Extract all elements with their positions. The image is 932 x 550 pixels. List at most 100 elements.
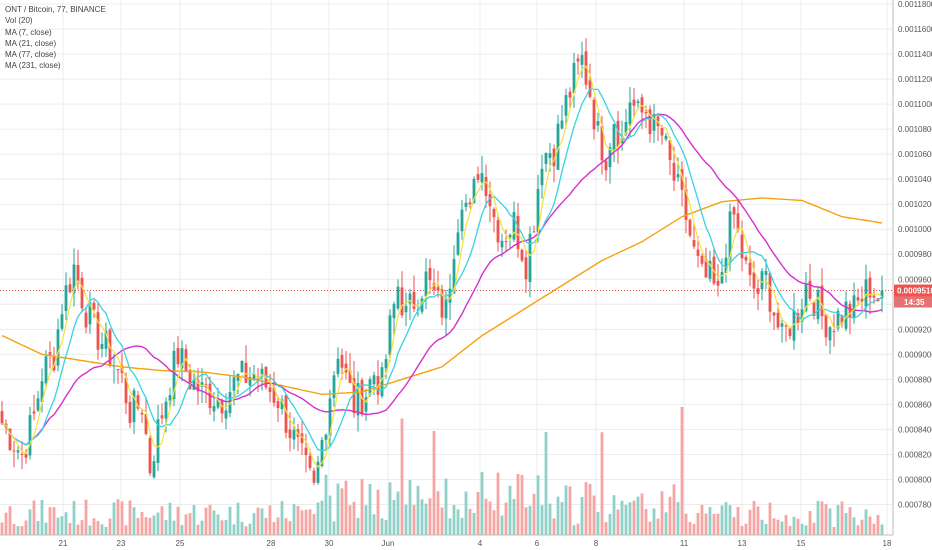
candle-body xyxy=(216,398,220,408)
volume-bar xyxy=(720,505,724,535)
volume-bar xyxy=(776,519,780,535)
candle-body xyxy=(744,256,748,261)
candle-body xyxy=(84,312,88,328)
volume-bar xyxy=(0,522,4,535)
candle-body xyxy=(324,434,328,440)
time-tick-label: 25 xyxy=(176,539,185,548)
candle-body xyxy=(272,387,276,403)
candle-body xyxy=(736,213,740,230)
volume-bar xyxy=(96,520,100,535)
volume-bar xyxy=(420,499,424,535)
volume-bar xyxy=(552,518,556,535)
candle-body xyxy=(32,411,36,414)
volume-bar xyxy=(340,488,344,535)
volume-bar xyxy=(772,518,776,535)
candle-body xyxy=(544,152,548,164)
candle-body xyxy=(56,329,60,366)
legend-vol[interactable]: Vol (20) xyxy=(5,16,33,26)
volume-bar xyxy=(468,508,472,535)
candle-body xyxy=(188,369,192,390)
volume-bar xyxy=(572,525,576,535)
volume-bar xyxy=(856,525,860,535)
ma77-line xyxy=(1,113,883,446)
volume-bar xyxy=(312,514,316,535)
candle-body xyxy=(228,392,232,414)
volume-bar xyxy=(260,508,264,535)
candle-body xyxy=(200,382,204,387)
candle-body xyxy=(652,114,656,131)
time-tick-label: 4 xyxy=(478,539,483,548)
candle-body xyxy=(820,285,824,317)
candle-body xyxy=(748,262,752,275)
volume-bar xyxy=(432,431,436,535)
symbol-title[interactable]: ONT / Bitcoin, 77, BINANCE xyxy=(5,5,106,14)
volume-bar xyxy=(476,491,480,535)
candle-body xyxy=(592,99,596,130)
candle-body xyxy=(528,233,532,282)
candle-body xyxy=(788,327,792,337)
candle-body xyxy=(268,387,272,393)
volume-bar xyxy=(808,511,812,535)
volume-bar xyxy=(144,517,148,535)
time-tick-label: 13 xyxy=(738,539,747,548)
candle-body xyxy=(784,325,788,327)
volume-bar xyxy=(672,484,676,535)
legend-ma21[interactable]: MA (21, close) xyxy=(5,38,57,48)
volume-bar xyxy=(584,482,588,535)
candle-body xyxy=(604,160,608,171)
volume-bar xyxy=(116,499,120,535)
volume-bar xyxy=(332,521,336,535)
last-price-value: 0.0009510 xyxy=(897,287,932,296)
volume-bar xyxy=(80,520,84,535)
volume-bar xyxy=(692,523,696,535)
candle-body xyxy=(212,405,216,412)
candle-body xyxy=(300,433,304,444)
candle-body xyxy=(596,121,600,126)
volume-bar xyxy=(596,512,600,535)
candle-body xyxy=(584,51,588,85)
candle-body xyxy=(696,249,700,256)
price-tick-label: 0.0011200 xyxy=(898,75,932,84)
candle-body xyxy=(424,271,428,297)
volume-bar xyxy=(460,517,464,535)
candle-body xyxy=(72,264,76,294)
candle-body xyxy=(368,379,372,395)
candle-body xyxy=(388,315,392,355)
volume-bar xyxy=(140,512,144,535)
candle-body xyxy=(556,123,560,170)
candle-body xyxy=(808,280,812,299)
candle-body xyxy=(380,367,384,397)
legend-ma231[interactable]: MA (231, close) xyxy=(5,61,61,71)
candle-body xyxy=(172,350,176,400)
candle-body xyxy=(620,137,624,143)
volume-bar xyxy=(208,504,212,535)
legend-ma77[interactable]: MA (77, close) xyxy=(5,50,57,60)
candle-body xyxy=(164,401,168,419)
candle-body xyxy=(184,349,188,373)
candle-body xyxy=(180,348,184,369)
candle-body xyxy=(564,95,568,116)
volume-bar xyxy=(600,432,604,535)
candle-body xyxy=(372,375,376,385)
volume-bar xyxy=(84,499,88,535)
candle-body xyxy=(560,120,564,129)
legend-ma7[interactable]: MA (7, close) xyxy=(5,27,52,37)
candle-body xyxy=(280,399,284,410)
volume-bar xyxy=(160,506,164,535)
volume-bar xyxy=(216,514,220,535)
volume-bar xyxy=(700,504,704,535)
candle-body xyxy=(288,429,292,439)
candle-body xyxy=(776,312,780,328)
candle-body xyxy=(36,398,40,411)
candle-body xyxy=(396,286,400,309)
candle-body xyxy=(532,231,536,233)
candle-body xyxy=(496,220,500,243)
legend: ONT / Bitcoin, 77, BINANCE Vol (20) MA (… xyxy=(5,4,106,72)
candle-body xyxy=(412,291,416,309)
volume-bar xyxy=(524,507,528,535)
